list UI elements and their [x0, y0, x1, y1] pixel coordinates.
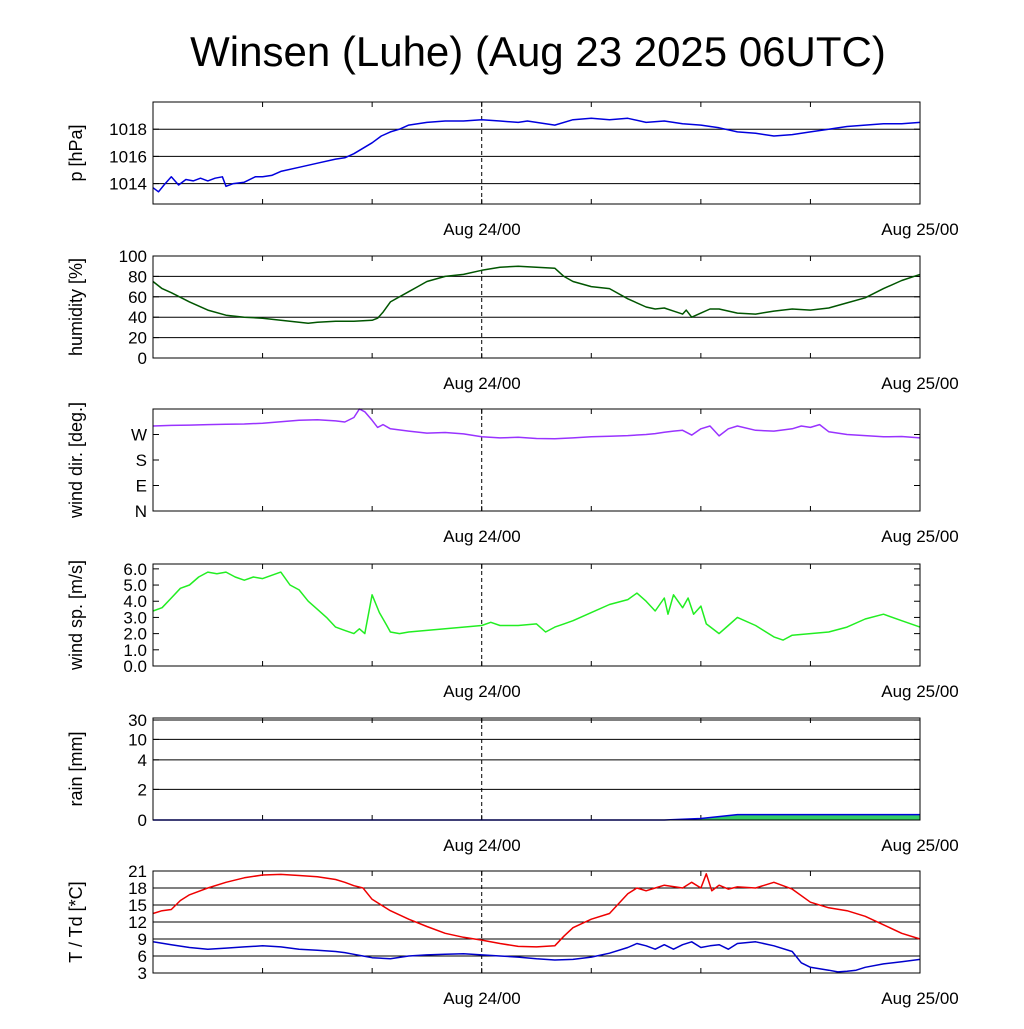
y-tick-label-humidity-1: 20: [128, 329, 147, 348]
y-tick-label-temp_dew-0: 3: [138, 964, 147, 983]
x-tick-label-temp_dew-0: Aug 24/00: [443, 989, 521, 1008]
series-line-humidity-0: [152, 265, 921, 325]
x-tick-label-wind_dir-1: Aug 25/00: [881, 527, 959, 546]
chart-title: Winsen (Luhe) (Aug 23 2025 06UTC): [190, 28, 886, 75]
y-tick-label-wind_dir-2: S: [136, 451, 147, 470]
y-tick-label-temp_dew-5: 18: [128, 879, 147, 898]
x-tick-label-wind_speed-0: Aug 24/00: [443, 682, 521, 701]
y-tick-label-humidity-0: 0: [138, 349, 147, 368]
y-tick-label-wind_dir-0: N: [135, 502, 147, 521]
y-axis-label-wind_speed: wind sp. [m/s]: [66, 560, 86, 671]
y-tick-label-temp_dew-1: 6: [138, 947, 147, 966]
y-tick-label-wind_speed-2: 2.0: [123, 625, 147, 644]
x-tick-label-rain-0: Aug 24/00: [443, 836, 521, 855]
series-area-rain-0: [153, 814, 920, 820]
y-tick-label-temp_dew-3: 12: [128, 913, 147, 932]
series-line-pressure-0: [152, 117, 921, 193]
y-axis-label-pressure: p [hPa]: [66, 124, 86, 181]
plot-frame-rain: [152, 717, 921, 821]
y-tick-label-wind_dir-3: W: [131, 426, 147, 445]
y-tick-label-wind_speed-1: 1.0: [123, 641, 147, 660]
series-line-wind_speed-0: [152, 571, 921, 641]
y-tick-label-rain-0: 0: [138, 811, 147, 830]
y-tick-label-humidity-5: 100: [119, 247, 147, 266]
y-tick-label-pressure-2: 1018: [109, 120, 147, 139]
x-tick-label-pressure-1: Aug 25/00: [881, 220, 959, 239]
y-tick-label-rain-1: 2: [138, 780, 147, 799]
y-tick-label-pressure-0: 1014: [109, 175, 147, 194]
y-axis-label-rain: rain [mm]: [66, 731, 86, 806]
series-line-temp_dew-1: [152, 941, 921, 973]
y-tick-label-wind_speed-3: 3.0: [123, 608, 147, 627]
y-axis-label-humidity: humidity [%]: [66, 258, 86, 356]
series-line-wind_dir-0: [152, 408, 921, 440]
y-tick-label-temp_dew-2: 9: [138, 930, 147, 949]
y-axis-label-temp_dew: T / Td [*C]: [66, 881, 86, 962]
y-tick-label-temp_dew-6: 21: [128, 862, 147, 881]
y-tick-label-rain-4: 30: [128, 711, 147, 730]
panel-wind_speed: 0.01.02.03.04.05.06.0 Aug 24/00 Aug 25/00 w…: [66, 560, 959, 701]
y-tick-label-pressure-1: 1016: [109, 147, 147, 166]
plot-frame-humidity: [152, 255, 921, 359]
y-tick-label-temp_dew-4: 15: [128, 896, 147, 915]
y-tick-label-wind_speed-0: 0.0: [123, 657, 147, 676]
series-line-temp_dew-0: [152, 873, 921, 948]
y-tick-label-wind_dir-1: E: [136, 477, 147, 496]
y-tick-label-rain-3: 10: [128, 730, 147, 749]
plot-frame-pressure: [152, 101, 921, 205]
plot-frame-temp_dew: [152, 870, 921, 974]
x-tick-label-wind_dir-0: Aug 24/00: [443, 527, 521, 546]
x-tick-label-humidity-0: Aug 24/00: [443, 374, 521, 393]
x-tick-label-rain-1: Aug 25/00: [881, 836, 959, 855]
y-tick-label-humidity-3: 60: [128, 288, 147, 307]
y-tick-label-rain-2: 4: [138, 751, 147, 770]
x-tick-label-wind_speed-1: Aug 25/00: [881, 682, 959, 701]
plot-frame-wind_dir: [152, 408, 921, 512]
x-tick-label-temp_dew-1: Aug 25/00: [881, 989, 959, 1008]
y-tick-label-humidity-2: 40: [128, 308, 147, 327]
y-tick-label-wind_speed-4: 4.0: [123, 592, 147, 611]
y-tick-label-wind_speed-5: 5.0: [123, 576, 147, 595]
plot-frame-wind_speed: [152, 563, 921, 667]
y-tick-label-wind_speed-6: 6.0: [123, 560, 147, 579]
y-tick-label-humidity-4: 80: [128, 267, 147, 286]
x-tick-label-humidity-1: Aug 25/00: [881, 374, 959, 393]
panel-pressure: 1014 1016 1018 Aug 24/00 Aug 25/00 p [hPa]: [66, 101, 959, 239]
x-tick-label-pressure-0: Aug 24/00: [443, 220, 521, 239]
y-axis-label-wind_dir: wind dir. [deg.]: [66, 402, 86, 519]
